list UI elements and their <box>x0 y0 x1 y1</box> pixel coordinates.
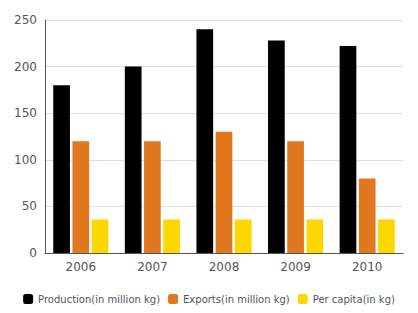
svg-text:100: 100 <box>14 153 37 167</box>
svg-text:Production(in million kg): Production(in million kg) <box>38 294 160 305</box>
svg-text:2009: 2009 <box>280 260 311 274</box>
svg-text:200: 200 <box>14 60 37 74</box>
svg-text:2008: 2008 <box>209 260 240 274</box>
svg-text:250: 250 <box>14 13 37 27</box>
svg-text:Exports(in million kg): Exports(in million kg) <box>183 294 290 305</box>
svg-text:50: 50 <box>22 199 37 213</box>
svg-text:Per capita(in kg): Per capita(in kg) <box>313 294 395 305</box>
svg-text:0: 0 <box>29 246 37 260</box>
svg-text:2007: 2007 <box>137 260 168 274</box>
svg-text:2010: 2010 <box>352 260 383 274</box>
svg-text:2006: 2006 <box>66 260 97 274</box>
svg-text:150: 150 <box>14 106 37 120</box>
